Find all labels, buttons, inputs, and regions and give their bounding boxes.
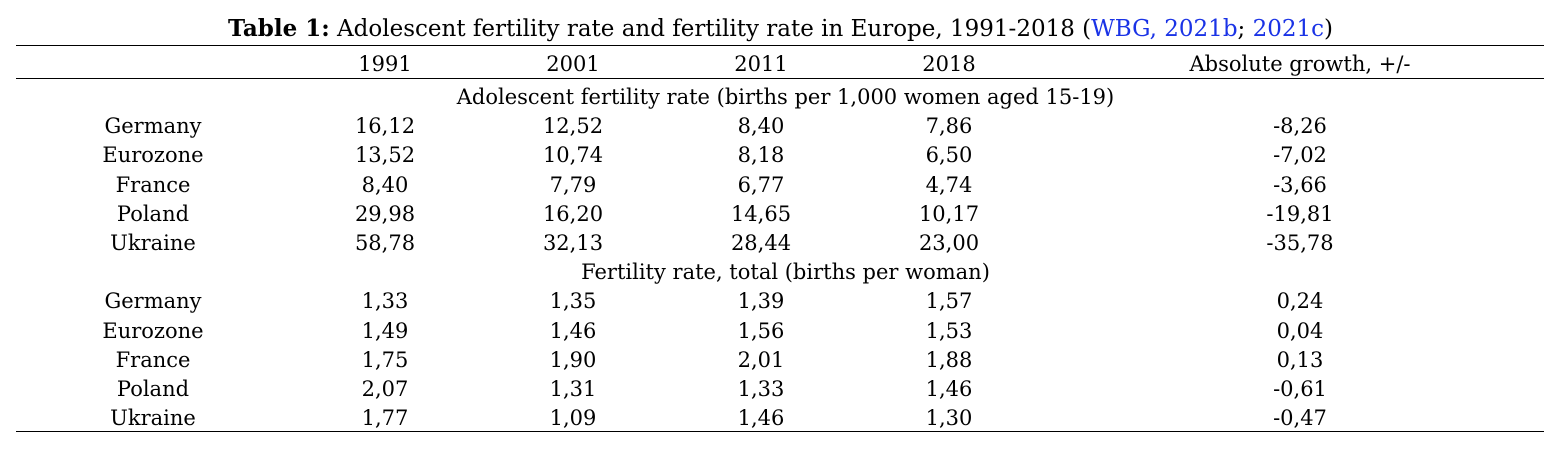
header-2001: 2001	[546, 52, 600, 76]
value-2011-cell: 1,56	[737, 318, 785, 343]
country-cell: Ukraine	[110, 406, 196, 431]
table-row: Ukraine 1,77 1,09 1,46 1,30 -0,47	[0, 404, 1561, 433]
value-1991-cell: 16,12	[354, 114, 416, 139]
value-1991-cell: 1,75	[361, 347, 409, 372]
section-heading: Adolescent fertility rate (births per 1,…	[456, 85, 1115, 109]
value-1991-cell: 1,33	[361, 289, 409, 314]
value-1991-cell: 1,49	[361, 318, 409, 343]
table-header-rule	[16, 78, 1544, 79]
table-row: Eurozone 13,52 10,74 8,18 6,50 -7,02	[0, 141, 1561, 170]
caption-close: )	[1324, 16, 1334, 42]
absolute-growth-cell: -0,61	[1273, 377, 1327, 401]
value-2018-cell: 7,86	[925, 114, 973, 139]
value-2001-cell: 12,52	[542, 114, 604, 139]
section-heading: Fertility rate, total (births per woman)	[581, 260, 990, 285]
country-cell: Eurozone	[102, 143, 204, 168]
table-row: Poland 29,98 16,20 14,65 10,17 -19,81	[0, 200, 1561, 229]
value-2011-cell: 8,40	[737, 114, 785, 139]
value-2011-cell: 28,44	[730, 231, 792, 255]
country-cell: Germany	[104, 114, 202, 139]
table-row: Eurozone 1,49 1,46 1,56 1,53 0,04	[0, 317, 1561, 346]
absolute-growth-cell: -8,26	[1273, 114, 1327, 139]
value-2001-cell: 32,13	[542, 231, 604, 255]
caption-text: Adolescent fertility rate and fertility …	[329, 16, 1092, 42]
citation-link-2021c[interactable]: 2021c	[1252, 16, 1325, 42]
value-2001-cell: 10,74	[542, 143, 604, 168]
value-2001-cell: 16,20	[542, 201, 604, 226]
value-2011-cell: 8,18	[737, 143, 785, 168]
value-2001-cell: 1,09	[549, 406, 597, 431]
value-2018-cell: 10,17	[918, 201, 980, 226]
table-row: France 1,75 1,90 2,01 1,88 0,13	[0, 346, 1561, 375]
value-2011-cell: 14,65	[730, 201, 792, 226]
table-row: Germany 1,33 1,35 1,39 1,57 0,24	[0, 287, 1561, 316]
value-1991-cell: 29,98	[354, 201, 416, 226]
country-cell: Germany	[104, 289, 202, 314]
table-header-row: 1991 2001 2011 2018 Absolute growth, +/-	[0, 50, 1561, 79]
country-cell: Eurozone	[102, 318, 204, 343]
citation-separator: ;	[1237, 16, 1253, 42]
country-cell: Ukraine	[110, 231, 196, 255]
absolute-growth-cell: -7,02	[1273, 143, 1327, 168]
table-caption: Table 1: Adolescent fertility rate and f…	[0, 14, 1561, 44]
table-row: Germany 16,12 12,52 8,40 7,86 -8,26	[0, 112, 1561, 141]
value-1991-cell: 13,52	[354, 143, 416, 168]
country-cell: France	[115, 347, 191, 372]
value-2001-cell: 1,46	[549, 318, 597, 343]
header-2018: 2018	[922, 52, 976, 76]
absolute-growth-cell: 0,13	[1276, 347, 1324, 372]
value-2011-cell: 6,77	[737, 172, 785, 197]
value-1991-cell: 2,07	[361, 377, 409, 401]
absolute-growth-cell: 0,24	[1276, 289, 1324, 314]
value-2018-cell: 1,53	[925, 318, 973, 343]
header-absolute-growth: Absolute growth, +/-	[1189, 52, 1411, 76]
value-2011-cell: 1,33	[737, 377, 785, 401]
table-label: Table 1:	[227, 15, 330, 42]
table-row: France 8,40 7,79 6,77 4,74 -3,66	[0, 171, 1561, 200]
table-top-rule	[16, 45, 1544, 46]
value-2018-cell: 23,00	[918, 231, 980, 255]
value-1991-cell: 8,40	[361, 172, 409, 197]
value-2001-cell: 1,90	[549, 347, 597, 372]
header-1991: 1991	[358, 52, 412, 76]
absolute-growth-cell: -3,66	[1273, 172, 1327, 197]
absolute-growth-cell: -0,47	[1273, 406, 1327, 431]
value-2018-cell: 1,46	[925, 377, 973, 401]
country-cell: Poland	[116, 377, 190, 401]
header-2011: 2011	[734, 52, 788, 76]
value-2018-cell: 1,57	[925, 289, 973, 314]
value-2001-cell: 1,31	[549, 377, 597, 401]
value-1991-cell: 1,77	[361, 406, 409, 431]
table-bottom-rule	[16, 431, 1544, 432]
value-2011-cell: 1,39	[737, 289, 785, 314]
value-2011-cell: 2,01	[737, 347, 785, 372]
citation-link-wbg-2021b[interactable]: WBG, 2021b	[1091, 16, 1238, 42]
absolute-growth-cell: 0,04	[1276, 318, 1324, 343]
value-2018-cell: 1,88	[925, 347, 973, 372]
value-2018-cell: 6,50	[925, 143, 973, 168]
country-cell: France	[115, 172, 191, 197]
country-cell: Poland	[116, 201, 190, 226]
value-1991-cell: 58,78	[354, 231, 416, 255]
value-2001-cell: 1,35	[549, 289, 597, 314]
value-2011-cell: 1,46	[737, 406, 785, 431]
absolute-growth-cell: -19,81	[1266, 201, 1334, 226]
table-row: Ukraine 58,78 32,13 28,44 23,00 -35,78	[0, 229, 1561, 258]
value-2018-cell: 1,30	[925, 406, 973, 431]
value-2001-cell: 7,79	[549, 172, 597, 197]
value-2018-cell: 4,74	[925, 172, 973, 197]
absolute-growth-cell: -35,78	[1266, 231, 1334, 255]
table-row: Poland 2,07 1,31 1,33 1,46 -0,61	[0, 375, 1561, 404]
